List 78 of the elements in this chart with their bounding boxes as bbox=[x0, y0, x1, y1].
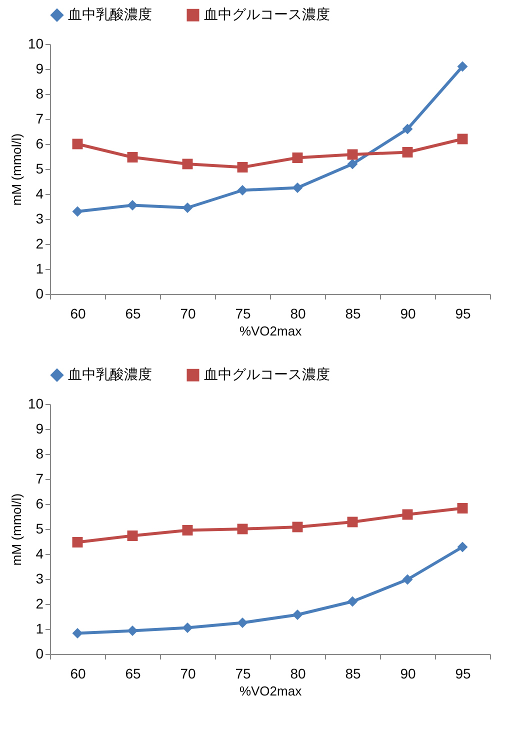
y-tick-label: 0 bbox=[36, 646, 44, 662]
x-axis-title: %VO2max bbox=[239, 684, 302, 698]
y-tick-label: 5 bbox=[36, 520, 44, 536]
point bbox=[237, 618, 248, 628]
point bbox=[347, 596, 358, 607]
x-tick-label: 90 bbox=[400, 666, 416, 682]
point bbox=[292, 182, 303, 193]
point bbox=[72, 628, 83, 638]
point bbox=[347, 149, 358, 160]
x-tick-label: 95 bbox=[455, 306, 471, 322]
x-tick-label: 60 bbox=[70, 666, 86, 682]
y-tick-label: 5 bbox=[36, 160, 44, 176]
y-tick-label: 2 bbox=[36, 236, 44, 252]
y-tick-label: 10 bbox=[28, 36, 44, 52]
y-tick-label: 7 bbox=[36, 110, 44, 126]
y-tick-label: 8 bbox=[36, 86, 44, 102]
x-tick-label: 85 bbox=[345, 666, 361, 682]
y-tick-label: 6 bbox=[36, 136, 44, 152]
point bbox=[182, 158, 193, 170]
point bbox=[127, 530, 138, 541]
x-tick-label: 60 bbox=[70, 306, 86, 322]
point bbox=[457, 542, 468, 552]
point bbox=[457, 61, 468, 72]
point bbox=[127, 626, 138, 636]
x-tick-label: 80 bbox=[290, 666, 306, 682]
x-tick-label: 65 bbox=[125, 306, 141, 322]
y-tick-label: 4 bbox=[36, 546, 44, 562]
point bbox=[127, 152, 138, 162]
y-tick-label: 3 bbox=[36, 570, 44, 586]
x-tick-label: 90 bbox=[400, 306, 416, 322]
point bbox=[182, 202, 193, 213]
point bbox=[72, 537, 83, 548]
x-tick-label: 65 bbox=[125, 666, 141, 682]
point bbox=[292, 522, 303, 532]
point bbox=[182, 622, 193, 633]
y-tick-label: 4 bbox=[36, 186, 44, 202]
point bbox=[402, 124, 413, 134]
x-tick-label: 95 bbox=[455, 666, 471, 682]
point bbox=[292, 152, 303, 163]
point bbox=[457, 503, 468, 514]
x-tick-label: 75 bbox=[235, 666, 251, 682]
point bbox=[127, 200, 138, 210]
point bbox=[72, 206, 83, 217]
y-tick-label: 8 bbox=[36, 446, 44, 462]
y-tick-label: 7 bbox=[36, 470, 44, 486]
y-tick-label: 0 bbox=[36, 286, 44, 302]
legend-label: 血中乳酸濃度 bbox=[68, 7, 152, 24]
x-tick-label: 75 bbox=[235, 306, 251, 322]
x-tick-label: 80 bbox=[290, 306, 306, 322]
y-tick-label: 2 bbox=[36, 596, 44, 612]
y-tick-label: 3 bbox=[36, 210, 44, 226]
point bbox=[402, 147, 413, 158]
point bbox=[72, 138, 83, 150]
y-tick-label: 9 bbox=[36, 420, 44, 436]
point bbox=[347, 516, 358, 528]
point bbox=[457, 134, 468, 144]
y-tick-label: 9 bbox=[36, 60, 44, 76]
y-axis-title: mM (mmol/l) bbox=[8, 493, 24, 566]
point bbox=[237, 162, 248, 172]
x-tick-label: 70 bbox=[180, 306, 196, 322]
y-tick-label: 6 bbox=[36, 496, 44, 512]
legend-label: 血中乳酸濃度 bbox=[68, 367, 152, 384]
y-tick-label: 1 bbox=[36, 260, 44, 276]
x-axis-title: %VO2max bbox=[239, 324, 302, 338]
point bbox=[402, 509, 413, 520]
point bbox=[237, 185, 248, 196]
x-tick-label: 70 bbox=[180, 666, 196, 682]
point bbox=[292, 610, 303, 620]
y-tick-label: 1 bbox=[36, 620, 44, 636]
y-axis-title: mM (mmol/l) bbox=[8, 133, 24, 206]
legend-label: 血中グルコース濃度 bbox=[204, 367, 330, 384]
point bbox=[237, 524, 248, 534]
point bbox=[182, 525, 193, 536]
legend-label: 血中グルコース濃度 bbox=[204, 7, 330, 24]
point bbox=[347, 158, 358, 170]
point bbox=[402, 574, 413, 585]
x-tick-label: 85 bbox=[345, 306, 361, 322]
y-tick-label: 10 bbox=[28, 396, 44, 412]
